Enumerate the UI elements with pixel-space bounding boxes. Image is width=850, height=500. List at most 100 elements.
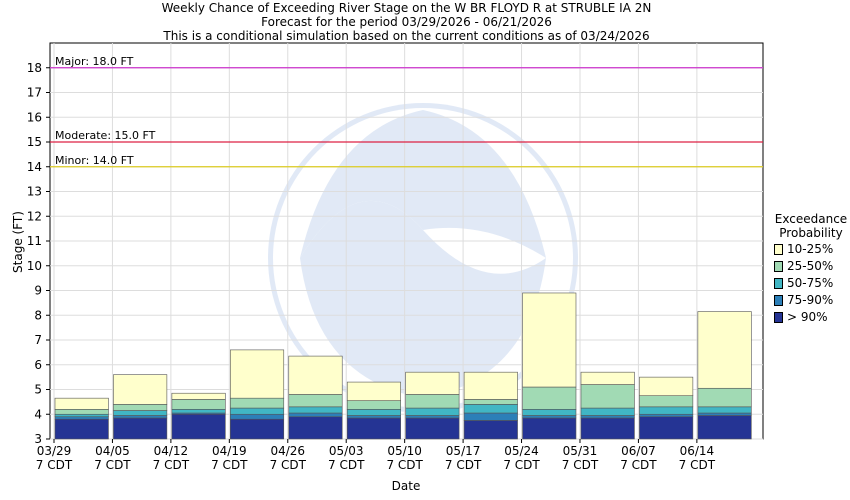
bar-segment-10-25 (697, 311, 752, 389)
bar-segment-25-50 (463, 399, 518, 405)
x-tick-tz: 7 CDT (445, 458, 482, 472)
bar-segment-75-90 (113, 415, 168, 419)
bar-segment-25-50 (288, 394, 343, 408)
legend-label-10-25: 10-25% (787, 242, 834, 256)
chart-title: Weekly Chance of Exceeding River Stage o… (161, 1, 652, 15)
bar-segment-10-25 (288, 355, 343, 395)
y-tick-label: 10 (27, 259, 42, 273)
x-tick-date: 04/12 (154, 444, 189, 458)
bar-segment-25-50 (639, 395, 694, 408)
x-tick-date: 05/31 (563, 444, 598, 458)
y-tick-label: 5 (34, 383, 42, 397)
bar-segment-75-90 (405, 415, 460, 419)
bar-segment-over-90 (230, 418, 285, 440)
x-tick-date: 05/03 (329, 444, 364, 458)
x-axis-label: Date (392, 479, 421, 493)
bar-segment-25-50 (113, 404, 168, 411)
bar-segment-50-75 (230, 407, 285, 415)
y-tick-label: 17 (27, 86, 42, 100)
y-tick-label: 12 (27, 209, 42, 223)
chart-subtitle-forecast-period: Forecast for the period 03/29/2026 - 06/… (261, 15, 552, 29)
bar-segment-10-25 (463, 371, 518, 400)
legend-label-50-75: 50-75% (787, 276, 834, 290)
bar-segment-75-90 (522, 415, 577, 419)
legend-item-10-25: 10-25% (772, 241, 850, 257)
bar-segment-75-90 (346, 415, 401, 419)
bar-segment-over-90 (346, 417, 401, 440)
legend-swatch-75-90 (774, 294, 783, 306)
bar-segment-over-90 (580, 417, 635, 440)
chart-subtitle-conditions: This is a conditional simulation based o… (163, 29, 650, 43)
bar-segment-50-75 (171, 408, 226, 414)
y-tick-label: 4 (34, 407, 42, 421)
x-tick-date: 06/07 (621, 444, 656, 458)
x-tick-date: 05/17 (446, 444, 481, 458)
legend-label-25-50: 25-50% (787, 259, 834, 273)
bar-segment-75-90 (230, 413, 285, 420)
legend-label-75-90: 75-90% (787, 293, 834, 307)
x-tick-tz: 7 CDT (620, 458, 657, 472)
y-tick-label: 15 (27, 135, 42, 149)
bar-segment-25-50 (346, 400, 401, 410)
bar-segment-10-25 (54, 397, 109, 410)
bar-segment-75-90 (54, 416, 109, 420)
bar-segment-75-90 (639, 413, 694, 418)
legend-title-line2: Probability (779, 226, 843, 240)
x-tick-tz: 7 CDT (270, 458, 307, 472)
bar-segment-50-75 (697, 406, 752, 414)
bar-segment-over-90 (288, 416, 343, 440)
legend-item-25-50: 25-50% (772, 258, 850, 274)
threshold-label: Moderate: 15.0 FT (55, 129, 156, 142)
x-tick-tz: 7 CDT (211, 458, 248, 472)
bar-segment-10-25 (522, 292, 577, 388)
bar-segment-10-25 (113, 374, 168, 405)
bar-segment-75-90 (288, 412, 343, 418)
legend: Exceedance Probability 10-25% 25-50% 50-… (772, 212, 850, 325)
legend-item-50-75: 50-75% (772, 275, 850, 291)
legend-swatch-50-75 (774, 277, 783, 289)
x-tick-date: 04/05 (95, 444, 130, 458)
x-tick-date: 03/29 (37, 444, 72, 458)
bar-segment-over-90 (113, 417, 168, 440)
bar-segment-10-25 (171, 392, 226, 400)
x-tick-tz: 7 CDT (679, 458, 716, 472)
x-tick-tz: 7 CDT (503, 458, 540, 472)
bar-segment-25-50 (230, 397, 285, 409)
bar-segment-over-90 (639, 416, 694, 440)
legend-title-line1: Exceedance (774, 212, 848, 226)
x-tick-date: 04/26 (270, 444, 305, 458)
bar-segment-over-90 (171, 413, 226, 440)
legend-swatch-10-25 (774, 243, 783, 255)
bar-segment-10-25 (230, 349, 285, 399)
bar-segment-25-50 (405, 394, 460, 409)
bar-segment-over-90 (697, 415, 752, 440)
legend-swatch-over-90 (774, 311, 783, 323)
bar-segment-50-75 (463, 404, 518, 414)
y-tick-label: 14 (27, 160, 42, 174)
bar-segment-50-75 (346, 408, 401, 416)
x-tick-date: 05/10 (387, 444, 422, 458)
legend-item-over-90: > 90% (772, 309, 850, 325)
y-tick-label: 9 (34, 284, 42, 298)
x-tick-date: 04/19 (212, 444, 247, 458)
noaa-watermark (268, 103, 578, 413)
bar-segment-25-50 (580, 384, 635, 409)
y-tick-label: 3 (34, 432, 42, 446)
bar-segment-50-75 (580, 407, 635, 416)
y-axis-label: Stage (FT) (11, 211, 25, 273)
bar-segment-50-75 (54, 413, 109, 418)
x-tick-tz: 7 CDT (386, 458, 423, 472)
y-tick-label: 11 (27, 234, 42, 248)
bar-segment-10-25 (346, 381, 401, 401)
bar-segment-50-75 (522, 408, 577, 416)
bar-segment-50-75 (113, 410, 168, 416)
bar-segment-over-90 (522, 417, 577, 440)
bar-segment-50-75 (288, 406, 343, 414)
bar-segment-50-75 (639, 406, 694, 415)
bar-segment-50-75 (405, 407, 460, 416)
bar-segment-over-90 (463, 420, 518, 440)
x-tick-date: 05/24 (504, 444, 539, 458)
bar-segment-10-25 (639, 376, 694, 396)
y-tick-label: 18 (27, 61, 42, 75)
